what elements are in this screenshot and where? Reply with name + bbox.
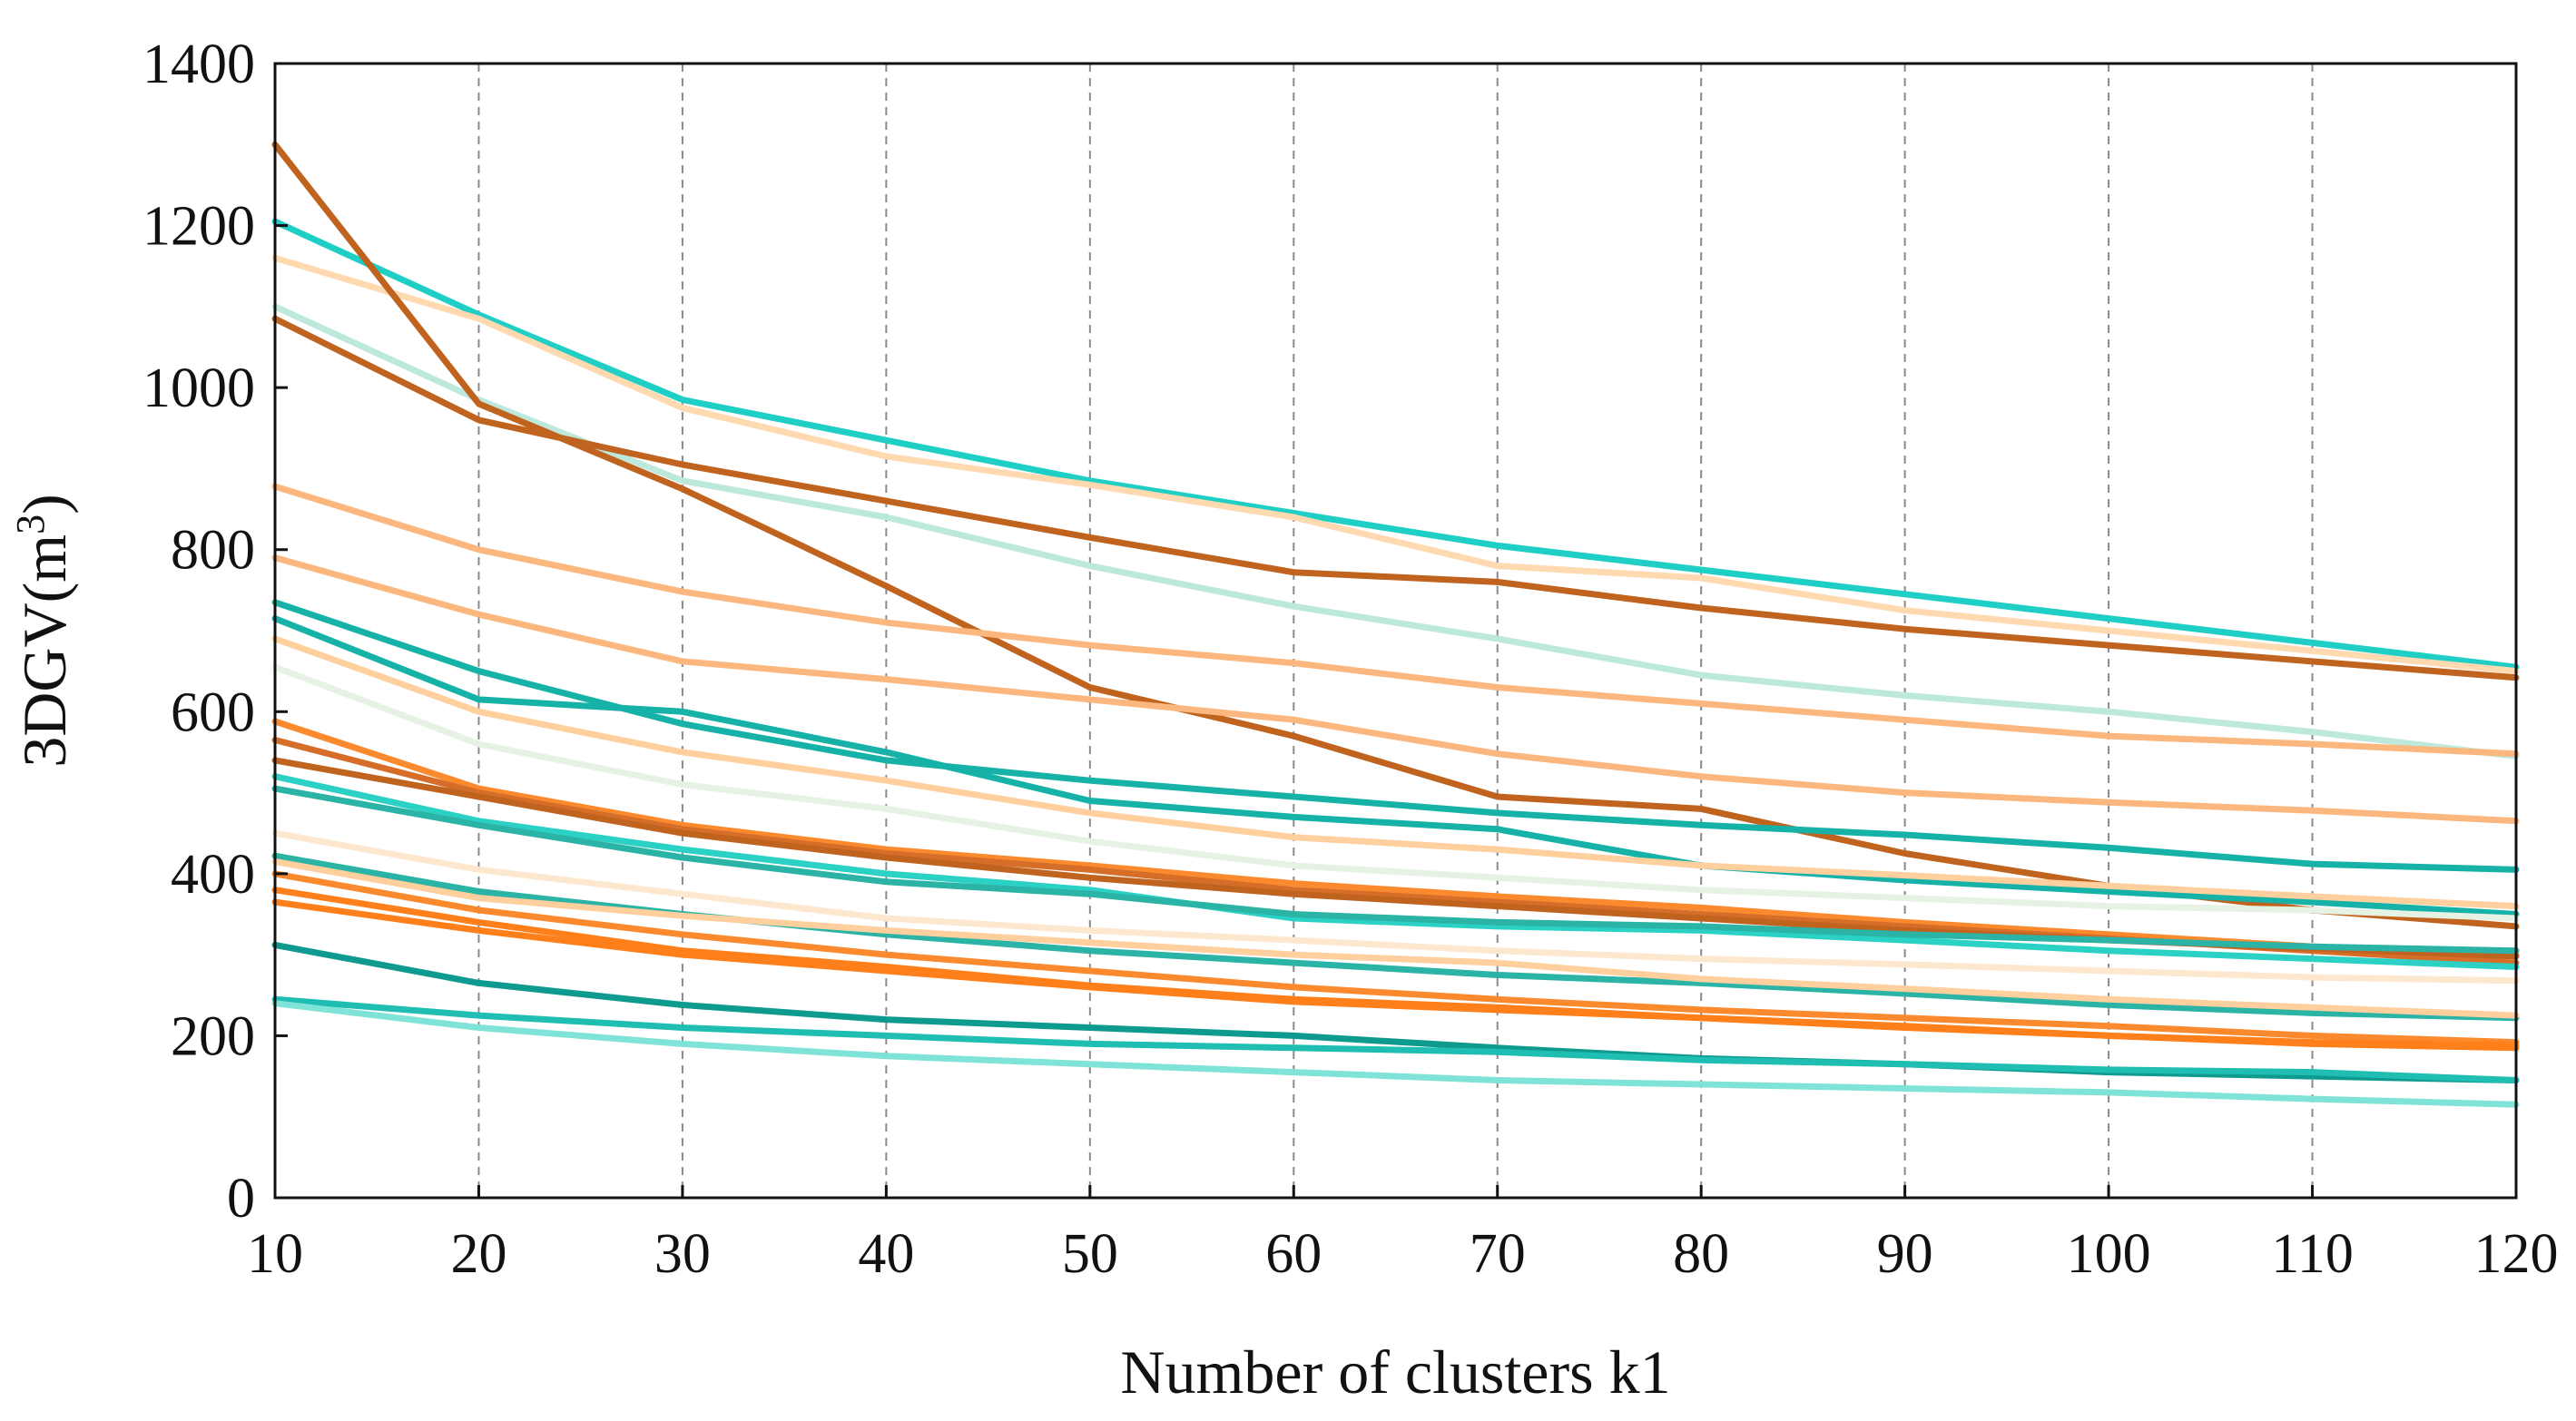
series-line-s12	[271, 718, 2520, 958]
series-line-s06	[271, 483, 2520, 758]
series-line-s17	[271, 829, 2520, 985]
x-tick-label: 110	[2271, 1223, 2354, 1285]
x-tick-label: 10	[247, 1223, 303, 1285]
series-line-s01	[271, 218, 2520, 671]
series-line-s15	[271, 773, 2520, 970]
x-tick-label: 60	[1265, 1223, 1322, 1285]
y-tick-label: 1000	[143, 358, 255, 419]
y-axis-title-superscript: 3	[8, 514, 53, 534]
series-line-s02	[271, 254, 2520, 675]
x-tick-label: 80	[1673, 1223, 1729, 1285]
y-axis-title-suffix: )	[10, 494, 79, 514]
series-lines	[271, 141, 2520, 1108]
x-tick-label: 120	[2474, 1223, 2559, 1285]
series-line-s07	[271, 554, 2520, 825]
x-tick-label: 90	[1877, 1223, 1933, 1285]
x-tick-label: 70	[1470, 1223, 1526, 1285]
series-line-s20	[271, 870, 2520, 1046]
x-tick-label: 40	[858, 1223, 914, 1285]
y-tick-label: 800	[171, 520, 255, 582]
series-line-s24	[271, 995, 2520, 1083]
y-tick-label: 200	[171, 1005, 255, 1067]
y-axis-ticks: 0 200 400 600 800 1000 1200 1400	[143, 34, 288, 1230]
series-line-s08	[271, 599, 2520, 873]
series-line-s22	[271, 898, 2520, 1052]
series-line-s04	[271, 141, 2520, 930]
y-tick-label: 0	[227, 1168, 255, 1230]
x-axis-title: Number of clusters k1	[1120, 1338, 1670, 1406]
y-axis-title-main: 3DGV(m	[10, 534, 79, 768]
y-axis-title: 3DGV(m3)	[8, 494, 79, 768]
x-axis-ticks: 10 20 30 40 50 60 70 80 90 100 110 120	[247, 1185, 2559, 1285]
series-line-s09	[271, 615, 2520, 917]
series-line-s25	[271, 1000, 2520, 1108]
y-tick-label: 1200	[143, 196, 255, 258]
series-line-s16	[271, 785, 2520, 955]
series-line-s23	[271, 941, 2520, 1083]
series-line-s10	[271, 635, 2520, 910]
y-tick-label: 1400	[143, 34, 255, 95]
plot-frame	[273, 62, 2518, 1200]
y-tick-label: 400	[171, 844, 255, 906]
series-line-s05	[271, 315, 2520, 681]
x-tick-label: 30	[654, 1223, 711, 1285]
series-line-s11	[271, 663, 2520, 922]
x-tick-label: 50	[1062, 1223, 1118, 1285]
x-tick-label: 100	[2067, 1223, 2151, 1285]
series-line-s03	[271, 303, 2520, 760]
x-tick-label: 20	[450, 1223, 506, 1285]
y-tick-label: 600	[171, 681, 255, 743]
series-line-s19	[271, 858, 2520, 1019]
